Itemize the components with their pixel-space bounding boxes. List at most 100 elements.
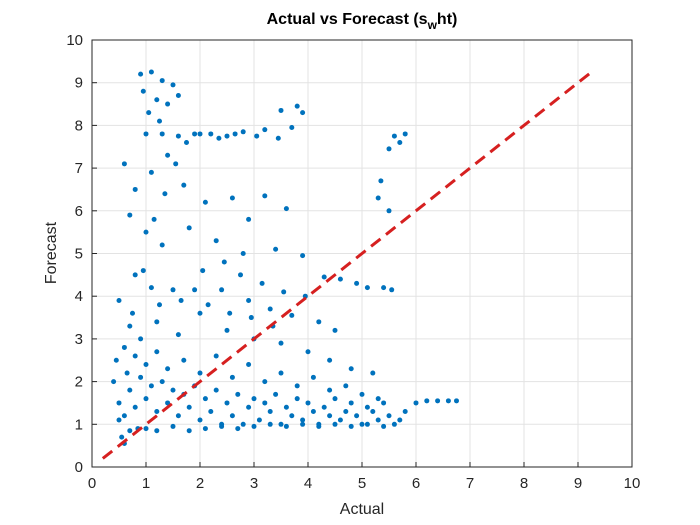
data-point — [121, 161, 127, 167]
data-point — [294, 103, 300, 109]
data-point — [375, 195, 381, 201]
data-point — [175, 133, 181, 139]
data-point — [197, 370, 203, 376]
data-point — [165, 101, 171, 107]
data-point — [370, 370, 376, 376]
y-tick-label: 9 — [75, 75, 83, 92]
data-point — [397, 417, 403, 423]
data-point — [186, 404, 192, 410]
data-point — [197, 417, 203, 423]
data-point — [224, 327, 230, 333]
y-tick-label: 0 — [75, 459, 83, 476]
y-axis-ticks: 0 1 2 3 4 5 6 7 8 9 10 — [66, 32, 97, 476]
data-point — [305, 349, 311, 355]
data-point — [256, 417, 262, 423]
x-tick-label: 7 — [466, 475, 474, 492]
x-axis-label: Actual — [340, 501, 384, 518]
data-point — [332, 421, 338, 427]
data-point — [162, 191, 168, 197]
data-point — [148, 285, 154, 291]
data-point — [229, 195, 235, 201]
data-point — [202, 199, 208, 205]
data-point — [413, 400, 419, 406]
data-point — [146, 110, 152, 116]
data-point — [240, 251, 246, 256]
data-point — [424, 398, 430, 404]
data-point — [178, 297, 184, 303]
data-point — [251, 423, 257, 429]
data-point — [283, 423, 289, 429]
data-point — [132, 272, 138, 278]
data-point — [267, 306, 273, 312]
data-point — [192, 287, 198, 293]
data-point — [202, 426, 208, 432]
data-point — [278, 340, 284, 346]
chart-title-subscript: w — [427, 18, 438, 32]
data-point — [246, 404, 252, 410]
data-point — [138, 374, 144, 380]
data-point — [381, 400, 387, 406]
data-point — [186, 428, 192, 434]
data-point — [200, 268, 206, 274]
data-point — [300, 421, 306, 427]
data-point — [262, 400, 268, 406]
data-point — [124, 370, 130, 376]
data-point — [181, 357, 187, 363]
data-point — [154, 319, 160, 325]
data-point — [213, 387, 219, 393]
data-point — [289, 413, 295, 419]
data-point — [130, 310, 135, 316]
chart-title-main: Actual vs Forecast (s — [267, 11, 428, 28]
data-point — [197, 131, 203, 137]
data-point — [111, 379, 117, 385]
data-point — [159, 131, 165, 137]
data-point — [445, 398, 451, 404]
data-point — [175, 93, 181, 99]
data-point — [375, 396, 381, 402]
data-point — [267, 421, 273, 427]
data-point — [278, 107, 284, 113]
data-point — [332, 327, 338, 333]
data-point — [235, 391, 241, 397]
data-point — [165, 152, 171, 158]
data-point — [359, 391, 365, 397]
data-point — [143, 229, 149, 235]
data-point — [283, 206, 289, 212]
data-point — [337, 417, 343, 423]
data-point — [159, 242, 165, 248]
data-point — [300, 253, 306, 259]
data-point — [227, 310, 233, 316]
data-point — [343, 408, 349, 414]
data-point — [259, 280, 265, 286]
data-point — [386, 208, 392, 214]
data-point — [397, 139, 403, 145]
data-point — [127, 323, 133, 329]
data-point — [159, 379, 165, 385]
data-point — [154, 408, 160, 414]
data-point — [283, 404, 289, 410]
data-point — [262, 379, 268, 385]
y-axis-label: Forecast — [43, 221, 60, 284]
data-point — [278, 421, 284, 427]
data-point — [248, 315, 254, 321]
data-point — [138, 71, 144, 77]
data-point — [175, 413, 181, 419]
data-point — [294, 383, 300, 389]
data-point — [454, 398, 459, 404]
data-point — [116, 297, 122, 303]
data-point — [332, 396, 338, 402]
data-point — [170, 287, 176, 293]
data-point — [140, 268, 146, 274]
data-point — [378, 178, 384, 184]
data-point — [143, 426, 149, 432]
reference-line — [101, 68, 596, 460]
data-point — [148, 383, 154, 389]
data-point — [246, 362, 252, 368]
data-point — [375, 417, 381, 423]
data-point — [121, 413, 127, 419]
data-point — [386, 413, 392, 419]
data-point — [327, 387, 333, 393]
data-point — [300, 110, 306, 116]
data-point — [289, 125, 295, 131]
data-point — [235, 426, 241, 432]
